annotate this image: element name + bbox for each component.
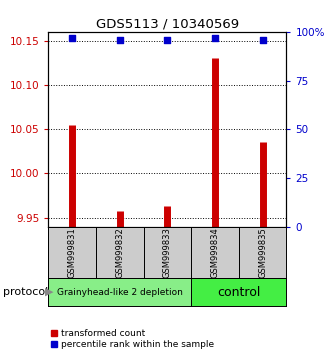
- Bar: [191, 278, 286, 306]
- Point: [69, 35, 75, 41]
- Text: GSM999832: GSM999832: [115, 227, 124, 278]
- Legend: transformed count, percentile rank within the sample: transformed count, percentile rank withi…: [51, 329, 214, 349]
- Text: control: control: [217, 286, 260, 298]
- Text: GSM999834: GSM999834: [210, 227, 219, 278]
- Bar: [48, 278, 191, 306]
- Point: [117, 37, 123, 42]
- Text: GSM999833: GSM999833: [163, 227, 172, 278]
- Text: GSM999835: GSM999835: [258, 227, 267, 278]
- Point: [212, 35, 218, 41]
- Text: Grainyhead-like 2 depletion: Grainyhead-like 2 depletion: [57, 287, 183, 297]
- Point: [165, 37, 170, 42]
- Title: GDS5113 / 10340569: GDS5113 / 10340569: [96, 18, 239, 31]
- Text: protocol: protocol: [3, 287, 49, 297]
- Bar: [96, 227, 144, 278]
- Point: [260, 37, 265, 42]
- Bar: [144, 227, 191, 278]
- Bar: [239, 227, 286, 278]
- Bar: [48, 227, 96, 278]
- Text: GSM999831: GSM999831: [68, 227, 77, 278]
- Bar: [191, 227, 239, 278]
- Text: ▶: ▶: [45, 287, 54, 297]
